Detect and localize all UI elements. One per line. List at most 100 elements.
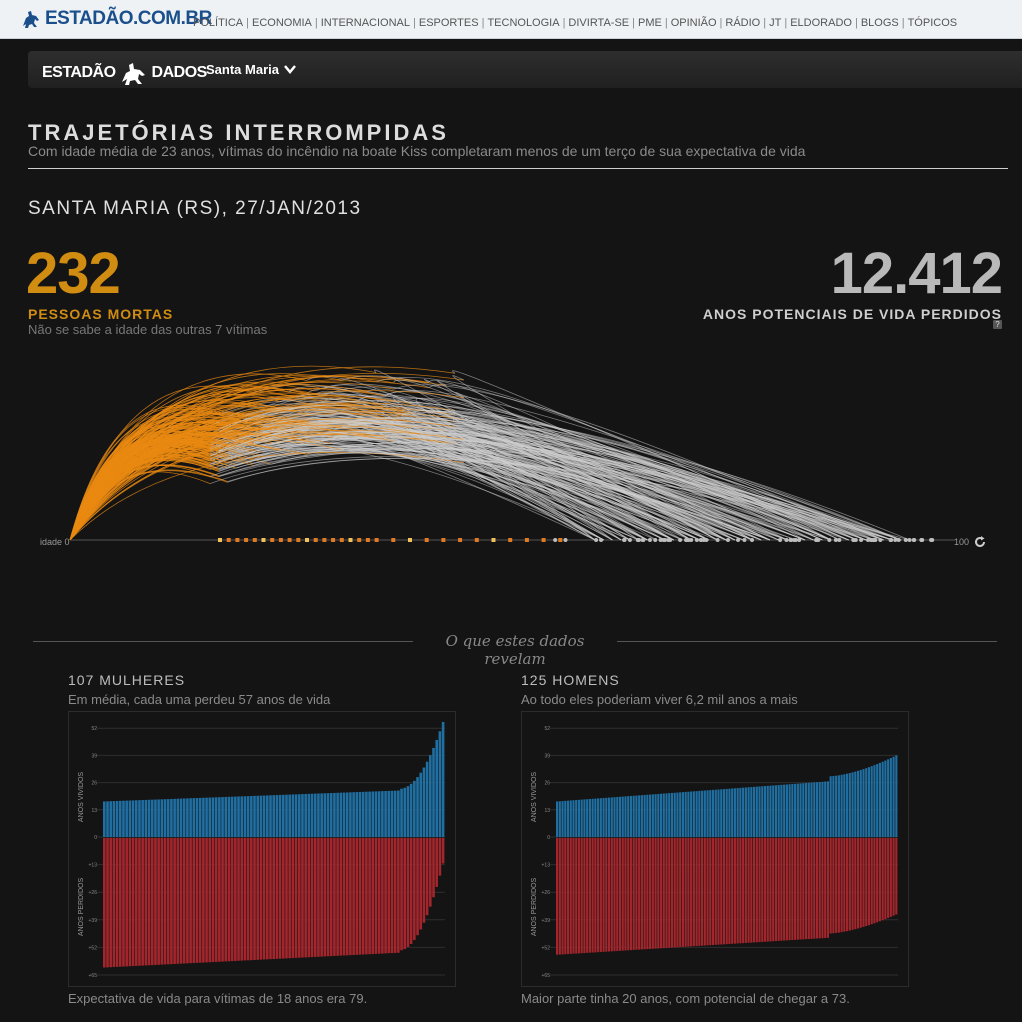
bar-lived xyxy=(821,781,824,837)
page-subtitle: Com idade média de 23 anos, vítimas do i… xyxy=(28,143,806,159)
arc-lived xyxy=(69,408,246,541)
nav-item-7[interactable]: OPINIÃO xyxy=(670,17,717,29)
bar-lived xyxy=(326,793,330,837)
nav-item-10[interactable]: ELDORADO xyxy=(790,17,852,29)
y-tick-label: 26 xyxy=(91,781,97,787)
bar-lost xyxy=(218,838,221,962)
bar-lost xyxy=(285,838,288,959)
age-dot xyxy=(374,538,379,542)
nav-item-0[interactable]: POLÍTICA xyxy=(193,17,244,29)
replay-icon[interactable] xyxy=(974,536,986,548)
bar-lived xyxy=(301,794,304,837)
bar-lost xyxy=(783,838,786,941)
arc-lost xyxy=(458,434,744,541)
bar-lost xyxy=(138,838,141,966)
nav-item-1[interactable]: ECONOMIA xyxy=(251,17,312,29)
bar-lived xyxy=(106,801,109,837)
bar-lost xyxy=(147,838,151,966)
bar-lived xyxy=(435,739,439,837)
site-logo[interactable]: ESTADÃO.COM.BR xyxy=(20,7,212,31)
women-panel-title: 107 MULHERES xyxy=(68,672,186,688)
nav-item-11[interactable]: BLOGS xyxy=(860,17,899,29)
nav-item-8[interactable]: RÁDIO xyxy=(725,17,761,29)
bar-lost xyxy=(390,838,394,954)
bar-lost xyxy=(556,838,559,955)
bar-lost xyxy=(566,838,570,955)
men-bar-chart-frame: 52 39 26 13 0 +13 +26 +39 +52 +65 ANOS VIVIDOS ANOS… xyxy=(521,711,909,987)
bar-lived xyxy=(703,790,706,837)
bar-lived xyxy=(572,800,575,837)
bar-lived xyxy=(788,784,791,837)
nav-item-3[interactable]: ESPORTES xyxy=(418,17,479,29)
arc-lost xyxy=(393,397,613,541)
bar-lost xyxy=(791,838,794,941)
bar-lost xyxy=(703,838,706,946)
bar-lost xyxy=(170,838,173,965)
bar-lost xyxy=(419,838,423,930)
y-tick-label: 26 xyxy=(544,781,550,787)
bar-lived xyxy=(794,783,797,837)
expectancy-dot xyxy=(827,538,832,542)
bar-lost xyxy=(607,838,611,952)
expectancy-dot xyxy=(793,538,798,542)
brand-right: DADOS xyxy=(151,64,208,81)
bar-lived xyxy=(320,793,323,837)
nav-item-4[interactable]: TECNOLOGIA xyxy=(487,17,560,29)
bar-lived xyxy=(594,798,597,837)
bar-lived xyxy=(371,791,375,837)
bar-lived xyxy=(607,797,611,837)
help-icon[interactable]: ? xyxy=(993,320,1002,329)
bar-lost xyxy=(365,838,368,955)
age-dot xyxy=(365,538,370,542)
bar-lost xyxy=(638,838,641,950)
bar-lost xyxy=(441,838,445,864)
y-tick-label: +13 xyxy=(89,863,98,869)
bar-lost xyxy=(769,838,772,942)
bar-lived xyxy=(250,795,253,837)
bar-lived xyxy=(714,789,717,837)
bar-lived xyxy=(310,793,314,837)
bar-lived xyxy=(205,797,208,837)
y-tick-label: 39 xyxy=(544,753,550,759)
bar-lived xyxy=(731,788,734,837)
arc-lost xyxy=(332,432,762,541)
city-selector[interactable]: Santa Maria xyxy=(206,62,296,77)
bar-lost xyxy=(837,838,840,933)
expectancy-dot xyxy=(742,538,747,542)
nav-item-12[interactable]: TÓPICOS xyxy=(907,17,958,29)
bar-lost xyxy=(870,838,873,925)
bar-lost xyxy=(224,838,228,962)
nav-item-5[interactable]: DIVIRTA-SE xyxy=(568,17,630,29)
y-tick-label: +13 xyxy=(542,863,551,869)
bar-lived xyxy=(599,798,602,837)
arc-lost xyxy=(227,441,631,541)
bar-lived xyxy=(728,788,731,837)
bar-lost xyxy=(665,838,668,948)
site-nav: POLÍTICA | ECONOMIA | INTERNACIONAL | ESPORTES… xyxy=(190,17,960,29)
bar-lost xyxy=(429,838,432,907)
bar-lived xyxy=(613,797,616,837)
y-tick-label: +26 xyxy=(89,890,98,896)
bar-lost xyxy=(361,838,365,955)
bar-lived xyxy=(227,796,231,837)
expectancy-dot xyxy=(911,538,916,542)
age-dot xyxy=(348,538,353,542)
deaths-count: 232 xyxy=(26,241,121,306)
arc-lost xyxy=(209,423,832,541)
bar-lived xyxy=(285,794,288,837)
arc-lost xyxy=(341,375,753,541)
y-tick-label: 52 xyxy=(544,726,550,732)
nav-item-9[interactable]: JT xyxy=(769,17,782,29)
bar-lived xyxy=(218,797,221,837)
bar-lived xyxy=(243,796,247,837)
nav-item-2[interactable]: INTERNACIONAL xyxy=(320,17,410,29)
bar-lost xyxy=(867,838,871,926)
bar-lived xyxy=(824,781,827,837)
bar-lived xyxy=(657,793,660,837)
bar-lost xyxy=(358,838,362,955)
nav-item-6[interactable]: PME xyxy=(638,17,662,29)
estadao-dados-logo[interactable]: ESTADÃO DADOS xyxy=(42,60,207,86)
bar-lived xyxy=(665,793,668,837)
bar-lived xyxy=(403,787,407,837)
arc-lost xyxy=(209,419,779,541)
